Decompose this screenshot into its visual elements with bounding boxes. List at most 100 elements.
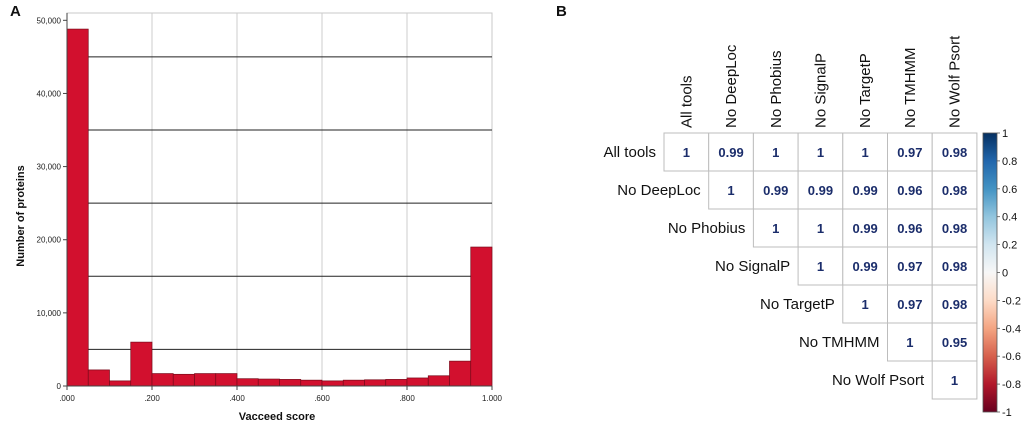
cell-value: 1 — [862, 297, 869, 312]
row-label: No TargetP — [760, 296, 835, 313]
cell-value: 1 — [772, 145, 779, 160]
colorbar-tick-label: 0.6 — [1002, 184, 1017, 196]
heatmap-cell — [931, 284, 978, 324]
heatmap-cell — [887, 132, 933, 172]
histogram-bar — [66, 28, 89, 387]
panel-a-letter: A — [10, 3, 21, 20]
cell-value: 0.95 — [942, 335, 967, 350]
cell-value: 0.96 — [897, 183, 922, 198]
cell-value: 0.99 — [808, 183, 833, 198]
histogram-bar — [300, 379, 323, 387]
cell-value: 0.98 — [942, 221, 967, 236]
cell-value: 0.99 — [852, 259, 877, 274]
colorbar-gradient — [982, 132, 998, 413]
heatmap-cell — [887, 322, 933, 362]
cell-value: 1 — [817, 259, 824, 274]
x-tick-label: 1.000 — [482, 394, 503, 403]
heatmap-cell — [931, 208, 978, 248]
colorbar-tick-label: -0.2 — [1002, 295, 1021, 307]
cell-value: 1 — [817, 145, 824, 160]
histogram-bar — [279, 379, 302, 387]
cell-value: 1 — [817, 221, 824, 236]
column-label: All tools — [678, 75, 695, 128]
cell-value: 0.98 — [942, 297, 967, 312]
colorbar-tick-label: 0.4 — [1002, 212, 1017, 224]
x-tick-label: .800 — [399, 394, 415, 403]
histogram-bar — [194, 373, 217, 387]
heatmap-cell — [887, 246, 933, 286]
cell-value: 0.96 — [897, 221, 922, 236]
plot-area — [66, 12, 493, 387]
colorbar: 1 0.8 0.6 0.4 0.2 0 -0.2 -0.4 -0.6 -0.8 -1 — [982, 128, 1021, 419]
cell-value: 0.99 — [852, 183, 877, 198]
heatmap-cell — [752, 170, 799, 210]
cell-value: 0.98 — [942, 145, 967, 160]
y-tick-label: 50,000 — [37, 16, 62, 25]
cell-value: 0.97 — [897, 297, 922, 312]
histogram-bar — [406, 377, 429, 387]
histogram-bar — [427, 375, 450, 387]
cell-value: 0.99 — [763, 183, 788, 198]
row-label: No DeepLoc — [617, 182, 701, 199]
heatmap-cell — [931, 132, 978, 172]
cell-value: 1 — [772, 221, 779, 236]
colorbar-tick-label: 0.8 — [1002, 156, 1017, 168]
row-label: No Phobius — [668, 220, 746, 237]
heatmap-cell — [931, 246, 978, 286]
cell-value: 1 — [727, 183, 734, 198]
row-label: No SignalP — [715, 258, 790, 275]
histogram-bar — [87, 369, 110, 387]
colorbar-tick-label: -0.4 — [1002, 323, 1021, 335]
y-axis-title: Number of proteins — [15, 165, 27, 266]
column-label: No TargetP — [857, 53, 874, 128]
colorbar-tick-label: -1 — [1002, 407, 1012, 419]
cell-value: 0.99 — [852, 221, 877, 236]
cell-value: 0.99 — [718, 145, 743, 160]
panel-b-letter: B — [556, 3, 567, 20]
x-tick-label: .000 — [59, 394, 75, 403]
histogram-bar — [172, 373, 195, 387]
column-label: No SignalP — [812, 53, 829, 128]
cell-value: 1 — [906, 335, 913, 350]
cell-value: 0.97 — [897, 145, 922, 160]
histogram-bar — [236, 378, 259, 387]
histogram-panel-a: Vacceed score Number of proteins .000 .20… — [15, 12, 503, 423]
cell-value: 1 — [683, 145, 690, 160]
heatmap-cell — [663, 132, 710, 172]
histogram-bar — [342, 379, 365, 387]
column-label: No DeepLoc — [723, 44, 740, 128]
row-label: No TMHMM — [799, 334, 880, 351]
histogram-bar — [449, 360, 472, 387]
heatmap-cell — [887, 208, 933, 248]
y-tick-label: 20,000 — [37, 236, 62, 245]
x-tick-label: .400 — [229, 394, 245, 403]
histogram-bar — [257, 378, 280, 387]
colorbar-tick-label: 0 — [1002, 268, 1008, 280]
colorbar-tick-label: 0.2 — [1002, 240, 1017, 252]
heatmap-cell — [842, 208, 888, 248]
heatmap-cell — [887, 170, 933, 210]
heatmap-cell — [708, 132, 754, 172]
histogram-bar — [130, 341, 153, 387]
x-axis-title: Vacceed score — [239, 411, 315, 423]
cell-value: 1 — [951, 373, 958, 388]
column-label: No Wolf Psort — [947, 35, 964, 128]
histogram-bar — [215, 373, 238, 387]
histogram-bar — [470, 246, 493, 387]
cell-value: 0.97 — [897, 259, 922, 274]
histogram-bar — [109, 380, 132, 387]
y-tick-label: 10,000 — [37, 309, 62, 318]
row-label: All tools — [603, 144, 656, 161]
colorbar-tick-label: 1 — [1002, 128, 1008, 140]
y-tick-label: 0 — [57, 382, 62, 391]
y-tick-label: 40,000 — [37, 89, 62, 98]
heatmap-cell — [797, 208, 844, 248]
heatmap-cell — [797, 170, 844, 210]
heatmap-cell — [797, 246, 844, 286]
x-tick-label: .600 — [314, 394, 330, 403]
histogram-bar — [151, 373, 174, 387]
column-label: No TMHMM — [902, 47, 919, 128]
cell-value: 0.98 — [942, 259, 967, 274]
column-label: No Phobius — [768, 50, 785, 128]
